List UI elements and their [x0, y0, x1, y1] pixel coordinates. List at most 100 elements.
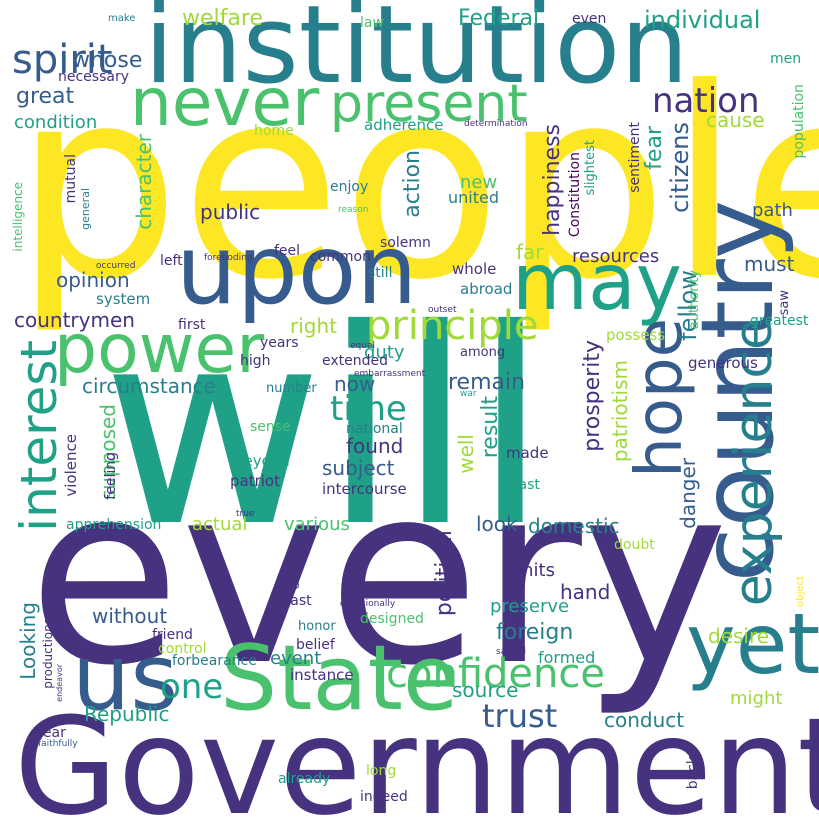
word-interest: interest	[10, 340, 68, 532]
word-preserve: preserve	[490, 596, 570, 617]
word-extended: extended	[322, 353, 389, 369]
word-far: far	[516, 240, 544, 264]
word-without: without	[92, 604, 168, 628]
word-prosperity: prosperity	[580, 340, 605, 452]
word-state: State	[220, 626, 459, 731]
word-endeavor: endeavor	[55, 664, 64, 702]
word-adherence: adherence	[364, 116, 444, 134]
word-countrymen: countrymen	[14, 308, 135, 332]
word-will: will	[102, 271, 548, 586]
word-abroad: abroad	[460, 280, 513, 298]
word-condition: condition	[14, 112, 98, 133]
word-existing: existing	[289, 546, 302, 590]
word-conduct: conduct	[604, 708, 685, 732]
word-population: population	[791, 84, 807, 159]
word-fear: fear	[642, 126, 667, 170]
word-even: even	[572, 11, 607, 27]
word-whole: whole	[452, 260, 497, 278]
word-nation: nation	[652, 81, 760, 121]
word-necessary: necessary	[58, 69, 130, 85]
word-greatest: greatest	[750, 313, 809, 329]
word-beyond: beyond	[234, 452, 290, 470]
word-political: political	[432, 530, 457, 617]
word-bear: bear	[34, 725, 66, 741]
word-trust: trust	[482, 697, 558, 735]
word-vast: vast	[282, 593, 312, 609]
word-friend: friend	[152, 627, 193, 643]
word-faithfully: faithfully	[38, 739, 78, 749]
word-great: great	[16, 84, 75, 109]
word-occurred: occurred	[96, 261, 136, 271]
word-honor: honor	[298, 619, 336, 634]
word-high: high	[240, 353, 271, 369]
word-looking: Looking	[16, 602, 40, 680]
word-formed: formed	[538, 648, 596, 667]
word-belief: belief	[296, 637, 335, 653]
word-circumstance: circumstance	[82, 374, 216, 398]
word-source: source	[452, 678, 519, 702]
word-found: found	[346, 434, 404, 458]
word-feeling: feeling	[103, 452, 119, 500]
word-never: never	[130, 64, 320, 141]
word-general: general	[79, 188, 92, 230]
word-outset: outset	[428, 305, 457, 315]
word-opinion: opinion	[56, 268, 130, 292]
word-national: national	[346, 421, 403, 437]
word-us: us	[72, 624, 179, 731]
word-remain: remain	[448, 370, 526, 395]
word-left: left	[160, 253, 183, 269]
word-cause: cause	[706, 108, 765, 132]
word-control: control	[158, 641, 207, 657]
word-public: public	[200, 200, 261, 224]
word-path: path	[752, 200, 793, 221]
word-welfare: welfare	[182, 6, 263, 31]
word-common: common	[310, 249, 371, 265]
word-long: long	[366, 763, 397, 779]
word-occasionally: occasionally	[340, 599, 396, 609]
word-present: present	[330, 74, 528, 134]
word-embarrassment: embarrassment	[354, 369, 426, 379]
word-subject: subject	[322, 456, 395, 480]
word-well: well	[454, 434, 478, 474]
word-right: right	[290, 314, 337, 338]
word-violence: violence	[62, 434, 80, 497]
word-forbearance: forbearance	[172, 653, 257, 669]
word-system: system	[96, 290, 151, 308]
word-principle: principle	[366, 303, 539, 349]
word-object: object	[795, 576, 806, 607]
word-feel: feel	[274, 243, 301, 259]
word-institution: institution	[144, 0, 689, 108]
word-enjoy: enjoy	[330, 179, 369, 195]
word-happiness: happiness	[540, 124, 565, 236]
word-slightest: slightest	[583, 140, 598, 196]
word-people: people	[14, 32, 819, 337]
word-reason: reason	[338, 205, 369, 215]
word-first: first	[178, 317, 206, 333]
word-determination: determination	[464, 119, 528, 129]
word-duty: duty	[364, 342, 405, 363]
word-men: men	[770, 51, 802, 67]
word-still: still	[368, 265, 393, 281]
word-may: may	[512, 238, 682, 328]
word-solemn: solemn	[380, 235, 431, 251]
word-individual: individual	[644, 6, 761, 34]
word-citizens: citizens	[666, 122, 694, 214]
word-hand: hand	[560, 580, 611, 604]
word-every: every	[28, 432, 729, 720]
word-productions: productions	[41, 618, 55, 689]
word-equal: equal	[350, 341, 375, 351]
word-yet: yet	[686, 595, 819, 693]
word-must: must	[744, 252, 795, 276]
word-law: law	[360, 15, 384, 31]
word-already: already	[278, 771, 331, 787]
word-home: home	[254, 123, 294, 139]
word-instance: instance	[290, 666, 354, 684]
word-confidence: confidence	[386, 651, 605, 697]
word-saw: saw	[777, 290, 792, 316]
word-war: war	[460, 389, 477, 399]
word-desire: desire	[708, 624, 770, 648]
word-limits: limits	[506, 560, 555, 581]
word-foreboding: foreboding	[204, 253, 253, 263]
word-now: now	[334, 372, 376, 396]
